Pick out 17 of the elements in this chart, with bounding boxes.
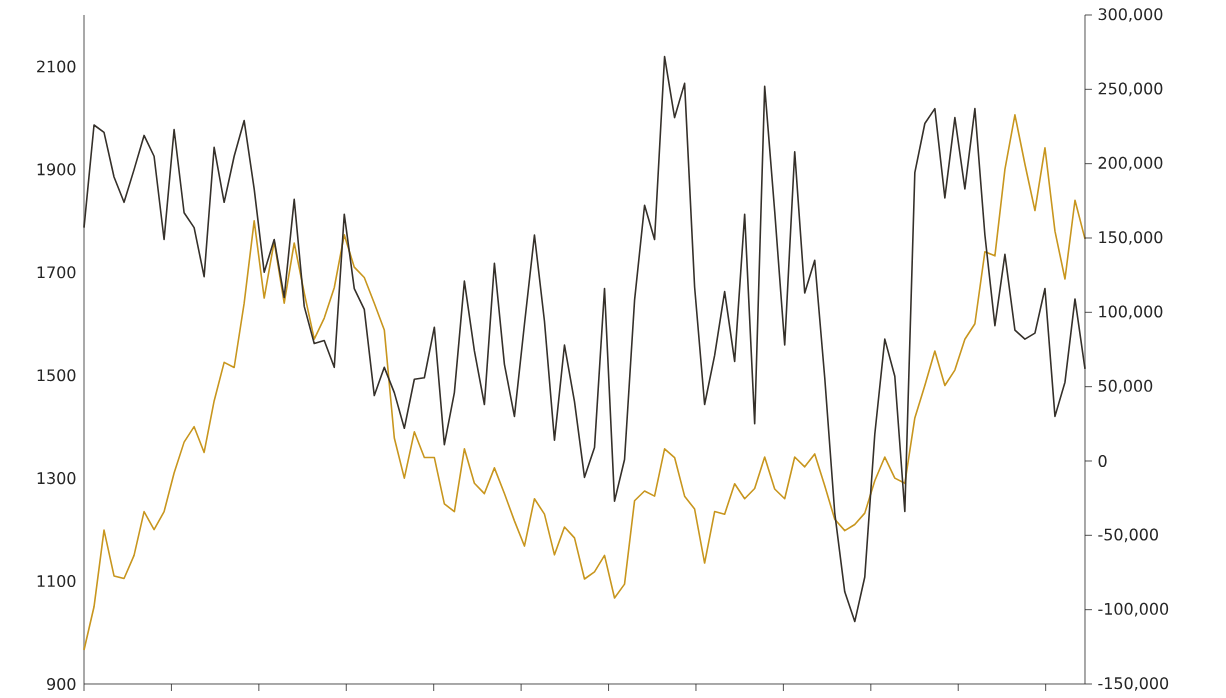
y-tick-label: 1100 [37, 575, 76, 588]
y2-tick-label: 0 [1098, 455, 1107, 468]
y2-tick-label: 100,000 [1099, 305, 1163, 320]
y-tick-label: 1700 [37, 266, 76, 279]
y-tick-label: 1900 [37, 163, 76, 176]
y-tick-label: 1300 [37, 472, 76, 485]
y2-tick-label: -150,000 [1098, 677, 1169, 691]
y-tick-label: 1500 [37, 369, 76, 382]
y2-tick-label: 150,000 [1099, 231, 1163, 245]
y-tick-label: 2100 [37, 60, 76, 73]
y2-tick-label: 200,000 [1098, 156, 1163, 171]
y2-tick-label: 50,000 [1098, 379, 1153, 394]
y2-tick-label: -50,000 [1098, 528, 1158, 543]
y2-tick-label: 300,000 [1098, 8, 1163, 22]
y2-tick-label: 250,000 [1098, 82, 1163, 97]
y2-tick-label: -100,000 [1098, 602, 1169, 617]
y-tick-label: 900 [47, 678, 76, 691]
